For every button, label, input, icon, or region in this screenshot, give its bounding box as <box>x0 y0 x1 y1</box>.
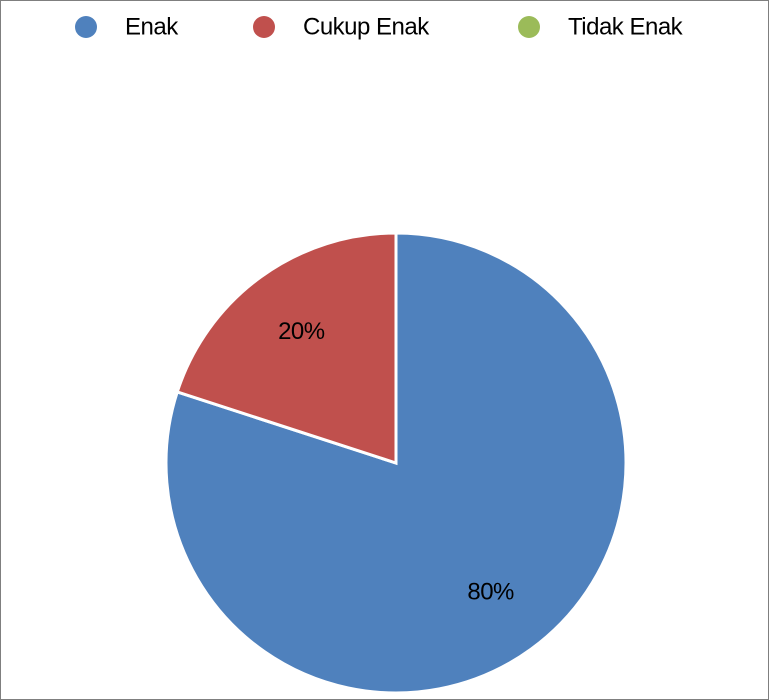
legend-swatch <box>75 16 97 38</box>
legend-label: Enak <box>125 13 179 40</box>
legend-label: Cukup Enak <box>303 13 430 40</box>
pie-slice <box>175 231 398 466</box>
data-label: 20% <box>278 318 325 345</box>
pie-slice <box>164 231 628 695</box>
legend-swatch <box>518 16 540 38</box>
data-label: 80% <box>467 579 514 606</box>
legend-label: Tidak Enak <box>568 13 684 40</box>
legend-swatch <box>253 16 275 38</box>
